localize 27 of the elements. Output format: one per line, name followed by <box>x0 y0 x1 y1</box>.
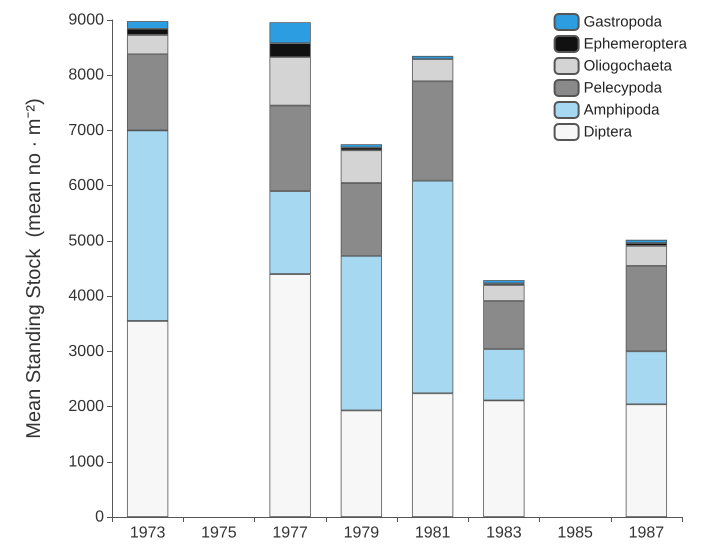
y-tick-label: 0 <box>95 508 104 526</box>
legend-label: Ephemeroptera <box>584 36 688 52</box>
y-tick-label: 2000 <box>68 398 104 416</box>
legend-label: Pelecypoda <box>584 80 663 96</box>
x-tick-label: 1979 <box>344 524 380 542</box>
x-tick-label: 1987 <box>628 524 664 542</box>
y-tick-label: 7000 <box>68 122 104 139</box>
y-tick-label: 9000 <box>68 12 104 28</box>
legend-label: Diptera <box>584 124 633 140</box>
y-tick-label: 3000 <box>68 342 104 360</box>
legend-label: Amphipoda <box>584 102 660 118</box>
x-tick-label: 1985 <box>557 524 594 542</box>
y-tick-label: 8000 <box>68 66 104 84</box>
y-axis-title: Mean Standing Stock (mean no · m⁻²) <box>23 98 45 439</box>
y-tick-label: 4000 <box>68 288 104 305</box>
x-tick-label: 1983 <box>486 524 522 542</box>
bar <box>340 144 382 148</box>
x-tick-label: 1981 <box>414 524 451 542</box>
x-tick-label: 1973 <box>130 524 166 542</box>
x-tick-label: 1977 <box>272 524 308 542</box>
x-tick-label: 1975 <box>201 524 237 542</box>
y-tick-label: 1000 <box>68 453 104 470</box>
bar <box>626 240 668 244</box>
legend-label: Gastropoda <box>584 14 663 30</box>
legend-label: Oliogochaeta <box>584 58 673 74</box>
y-tick-label: 5000 <box>68 232 104 250</box>
y-tick-label: 6000 <box>68 177 104 194</box>
